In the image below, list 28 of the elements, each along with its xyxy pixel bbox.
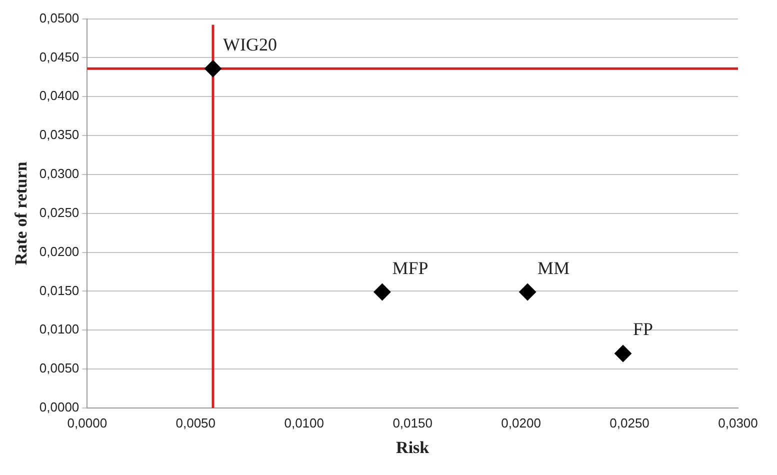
y-tick-label: 0,0150 [39,282,80,298]
point [614,345,632,362]
y-tick-label: 0,0100 [39,322,80,337]
y-axis-title: Rate of return [12,161,31,266]
x-tick-label: 0,0000 [67,415,108,430]
y-tick-label: 0,0000 [39,400,80,415]
y-tick-label: 0,0250 [39,204,80,220]
x-axis-title: Risk [396,438,430,458]
annotation: FP [633,319,654,340]
x-tick-label: 0,0250 [610,415,650,430]
point [204,60,222,78]
y-tick-label: 0,0300 [39,166,80,182]
x-tick-label: 0,0150 [392,415,432,430]
y-tick-label: 0,0500 [39,10,80,26]
y-tick-label: 0,0400 [39,88,80,104]
y-tick-label: 0,0450 [39,49,80,64]
x-tick-label: 0,0200 [501,415,541,430]
x-tick-label: 0,0100 [284,415,324,430]
y-tick-label: 0,0350 [39,127,80,142]
annotation: MFP [392,258,428,278]
annotation: WIG20 [222,34,277,54]
point [519,284,536,301]
x-tick-label: 0,0050 [176,415,216,430]
point [374,284,391,301]
annotation: MM [538,258,570,278]
x-tick-label: 0,0300 [718,415,758,430]
y-tick-label: 0,0200 [39,244,80,259]
y-tick-label: 0,0050 [39,360,80,376]
